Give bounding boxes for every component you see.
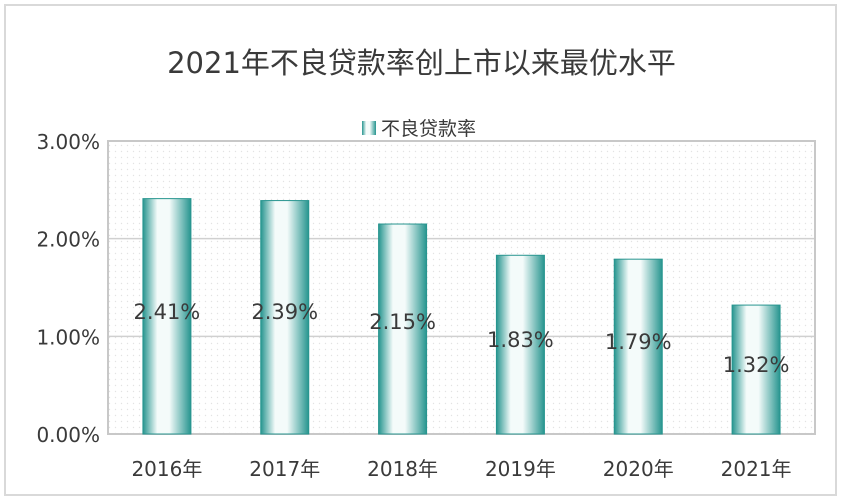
data-label: 2.39% xyxy=(251,300,318,324)
legend-swatch xyxy=(362,121,376,135)
y-tick-label: 0.00% xyxy=(36,423,100,447)
bar xyxy=(495,254,545,435)
legend-label: 不良贷款率 xyxy=(381,118,476,140)
x-tick-label: 2017年 xyxy=(249,457,320,481)
bar xyxy=(142,198,192,435)
x-tick-label: 2021年 xyxy=(721,457,792,481)
data-label: 2.41% xyxy=(134,300,201,324)
data-label: 1.32% xyxy=(723,353,790,377)
x-tick-label: 2018年 xyxy=(367,457,438,481)
chart-title: 2021年不良贷款率创上市以来最优水平 xyxy=(167,46,676,80)
data-label: 1.83% xyxy=(487,328,554,352)
y-tick-label: 3.00% xyxy=(36,130,100,154)
bar xyxy=(731,304,781,435)
plot-area xyxy=(108,141,815,434)
y-tick-label: 2.00% xyxy=(36,228,100,252)
legend: 不良贷款率 xyxy=(362,118,476,140)
x-tick-label: 2019年 xyxy=(485,457,556,481)
x-tick-label: 2020年 xyxy=(603,457,674,481)
data-label: 1.79% xyxy=(605,330,672,354)
bar xyxy=(378,223,428,435)
x-tick-label: 2016年 xyxy=(131,457,202,481)
y-tick-label: 1.00% xyxy=(36,325,100,349)
bar xyxy=(613,258,663,435)
data-label: 2.15% xyxy=(369,310,436,334)
bar xyxy=(260,200,310,435)
plot-border xyxy=(107,140,816,435)
